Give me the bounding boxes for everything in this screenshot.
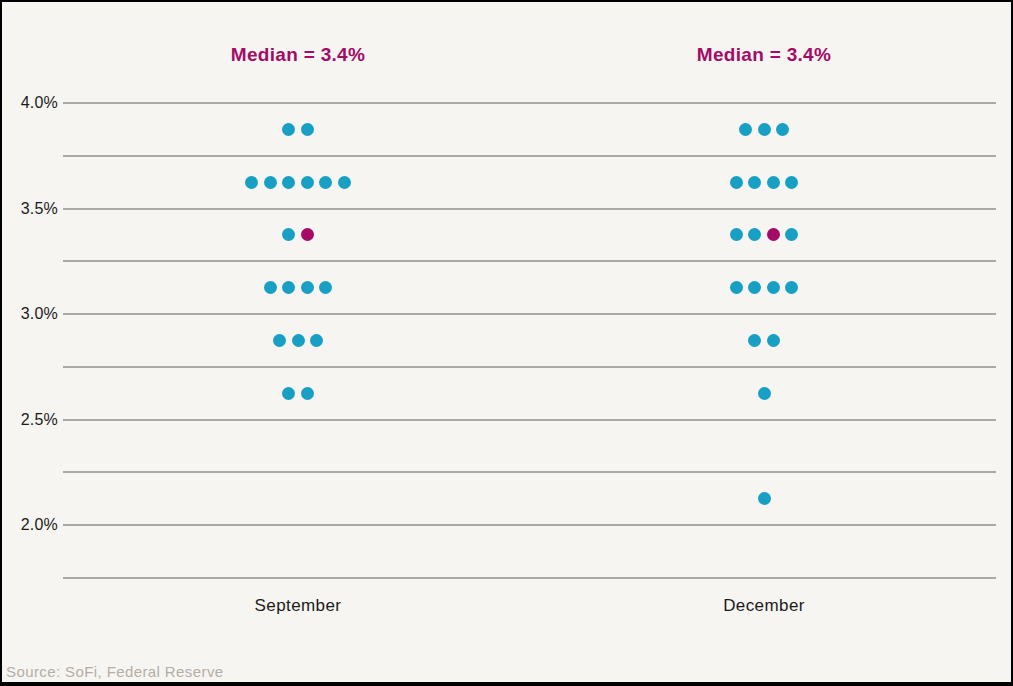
dot	[758, 492, 771, 505]
dot	[730, 228, 743, 241]
dot	[301, 123, 314, 136]
gridline	[63, 155, 996, 157]
gridline	[63, 313, 996, 315]
dot	[739, 123, 752, 136]
dot	[282, 281, 295, 294]
dot	[282, 228, 295, 241]
dot	[758, 123, 771, 136]
dot	[785, 281, 798, 294]
gridline	[63, 524, 996, 526]
y-axis-tick-label: 3.5%	[2, 198, 58, 220]
gridline	[63, 419, 996, 421]
dot	[767, 176, 780, 189]
gridline	[63, 102, 996, 104]
dot	[310, 334, 323, 347]
dot-plot-chart: 4.0% 3.5% 3.0% 2.5% 2.0% Median = 3.4% Septemb…	[0, 0, 1013, 686]
median-title: Median = 3.4%	[178, 43, 418, 67]
dot	[245, 176, 258, 189]
dot	[785, 228, 798, 241]
dot	[338, 176, 351, 189]
dot	[730, 281, 743, 294]
dot	[292, 334, 305, 347]
dot	[264, 281, 277, 294]
dot	[748, 176, 761, 189]
dot	[301, 387, 314, 400]
x-axis-category-label: September	[198, 595, 398, 617]
gridline	[63, 260, 996, 262]
median-title: Median = 3.4%	[644, 43, 884, 67]
gridline	[63, 208, 996, 210]
gridline	[63, 471, 996, 473]
gridline	[63, 577, 996, 579]
dot	[282, 387, 295, 400]
dot	[748, 281, 761, 294]
dot	[767, 281, 780, 294]
x-axis-category-label: December	[664, 595, 864, 617]
dot	[730, 176, 743, 189]
source-attribution: Source: SoFi, Federal Reserve	[6, 663, 224, 680]
dot	[748, 334, 761, 347]
dot	[282, 123, 295, 136]
dot	[301, 281, 314, 294]
dot	[785, 176, 798, 189]
dot	[776, 123, 789, 136]
dot	[264, 176, 277, 189]
dot	[273, 334, 286, 347]
y-axis-tick-label: 2.0%	[2, 514, 58, 536]
y-axis-tick-label: 4.0%	[2, 92, 58, 114]
median-dot	[301, 228, 314, 241]
dot	[282, 176, 295, 189]
dot	[301, 176, 314, 189]
y-axis-tick-label: 2.5%	[2, 409, 58, 431]
y-axis-tick-label: 3.0%	[2, 303, 58, 325]
dot	[748, 228, 761, 241]
gridline	[63, 366, 996, 368]
dot	[319, 281, 332, 294]
dot	[319, 176, 332, 189]
median-dot	[767, 228, 780, 241]
dot	[758, 387, 771, 400]
dot	[767, 334, 780, 347]
